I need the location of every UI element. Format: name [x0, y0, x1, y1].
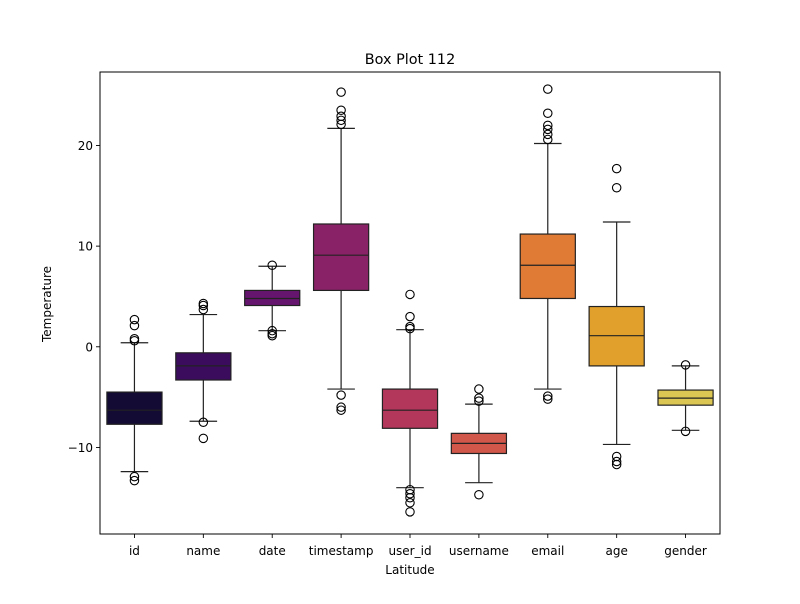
- x-tick-label: date: [259, 544, 286, 558]
- x-tick-label: age: [605, 544, 627, 558]
- box-email: [519, 233, 576, 300]
- x-tick-label: name: [186, 544, 220, 558]
- y-tick-label: 10: [78, 240, 93, 254]
- outlier-point: [543, 134, 553, 145]
- outlier-point: [129, 320, 140, 331]
- outlier-point: [405, 488, 415, 499]
- x-tick-label: user_id: [388, 544, 431, 558]
- outlier-point: [336, 119, 346, 130]
- outlier-point: [474, 384, 484, 394]
- outlier-point: [405, 493, 415, 503]
- outlier-point: [405, 323, 415, 334]
- outlier-point: [611, 456, 622, 467]
- x-axis-label: Latitude: [385, 563, 434, 577]
- box-id: [106, 391, 163, 425]
- outlier-point: [543, 120, 553, 131]
- outlier-point: [611, 459, 622, 470]
- outlier-point: [611, 183, 622, 193]
- outlier-point: [336, 105, 346, 115]
- outlier-point: [198, 433, 209, 444]
- box-user_id: [381, 388, 439, 429]
- y-axis-label: Temperature: [40, 266, 54, 343]
- outlier-point: [405, 507, 415, 517]
- outlier-point: [129, 314, 140, 325]
- y-tick-label: −10: [68, 441, 93, 455]
- outlier-point: [405, 311, 415, 322]
- outlier-point: [267, 325, 277, 336]
- outlier-point: [336, 390, 346, 400]
- outlier-point: [267, 260, 277, 271]
- outlier-point: [336, 115, 346, 126]
- outlier-point: [543, 84, 553, 94]
- x-tick-label: timestamp: [309, 544, 374, 558]
- outlier-point: [680, 426, 691, 437]
- outlier-point: [267, 330, 277, 341]
- outlier-point: [474, 393, 484, 403]
- outlier-point: [543, 108, 553, 119]
- outlier-point: [405, 498, 415, 508]
- y-tick-label: 0: [85, 340, 93, 354]
- y-tick-label: 20: [78, 139, 93, 153]
- outlier-point: [611, 163, 622, 174]
- outlier-point: [336, 87, 346, 97]
- outlier-point: [680, 360, 691, 370]
- x-tick-label: gender: [664, 544, 707, 558]
- x-tick-label: username: [449, 544, 509, 558]
- outlier-point: [474, 396, 484, 406]
- axes-frame: [99, 71, 721, 535]
- outlier-point: [129, 335, 140, 346]
- outlier-point: [474, 489, 484, 500]
- plot-area: id name date timestamp user_id username email a…: [68, 71, 721, 558]
- outlier-point: [129, 475, 140, 486]
- outlier-point: [543, 124, 553, 135]
- outlier-point: [543, 391, 553, 401]
- box-timestamp: [312, 223, 370, 292]
- outlier-point: [336, 402, 346, 412]
- x-tick-label: email: [531, 544, 564, 558]
- outlier-point: [543, 394, 553, 404]
- outlier-point: [198, 417, 209, 428]
- x-tick-label: id: [129, 544, 140, 558]
- chart-title: Box Plot 112: [365, 52, 456, 68]
- outlier-point: [129, 471, 140, 482]
- outlier-point: [543, 129, 553, 140]
- outlier-point: [198, 300, 209, 311]
- outlier-point: [336, 405, 346, 415]
- outlier-point: [405, 289, 415, 300]
- outlier-point: [198, 304, 209, 315]
